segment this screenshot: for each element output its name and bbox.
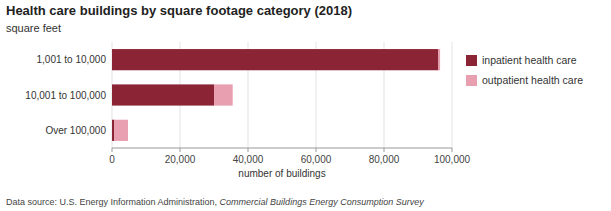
tick-mark [384, 148, 385, 152]
tick-mark [180, 148, 181, 152]
legend-swatch [466, 75, 477, 86]
tick-mark [452, 148, 453, 152]
bar-segment [112, 84, 214, 105]
footnote: Data source: U.S. Energy Information Adm… [6, 197, 424, 207]
grid [112, 42, 452, 148]
bar-segment [112, 49, 438, 70]
tick-label: 100,000 [434, 154, 471, 165]
subtitle: square feet [6, 22, 61, 34]
x-axis-label: number of buildings [238, 168, 325, 179]
category-label: 1,001 to 10,000 [36, 54, 106, 65]
bar-segment [112, 120, 114, 141]
category-label: Over 100,000 [45, 125, 106, 136]
tick-label: 20,000 [165, 154, 196, 165]
tick-mark [112, 148, 113, 152]
chart: Health care buildings by square footage … [0, 0, 611, 211]
tick-label: 40,000 [233, 154, 264, 165]
legend-entry: outpatient health care [482, 74, 583, 86]
grid-line [452, 42, 453, 148]
category-label: 10,001 to 100,000 [25, 90, 106, 101]
bar-segment [214, 84, 233, 105]
legend: inpatient health care outpatient health c… [466, 54, 583, 86]
title: Health care buildings by square footage … [6, 3, 352, 18]
tick-label: 0 [109, 154, 115, 165]
x-axis [112, 148, 452, 149]
bar-segment [114, 120, 128, 141]
tick-label: 80,000 [369, 154, 400, 165]
footnote-part: Commercial Buildings Energy Consumption … [220, 197, 425, 207]
bar-segment [438, 49, 440, 70]
tick-label: 60,000 [301, 154, 332, 165]
legend-swatch [466, 55, 477, 66]
bars [112, 49, 440, 141]
footnote-part: Data source: U.S. Energy Information Adm… [6, 197, 220, 207]
tick-mark [248, 148, 249, 152]
tick-mark [316, 148, 317, 152]
legend-entry: inpatient health care [482, 54, 577, 66]
